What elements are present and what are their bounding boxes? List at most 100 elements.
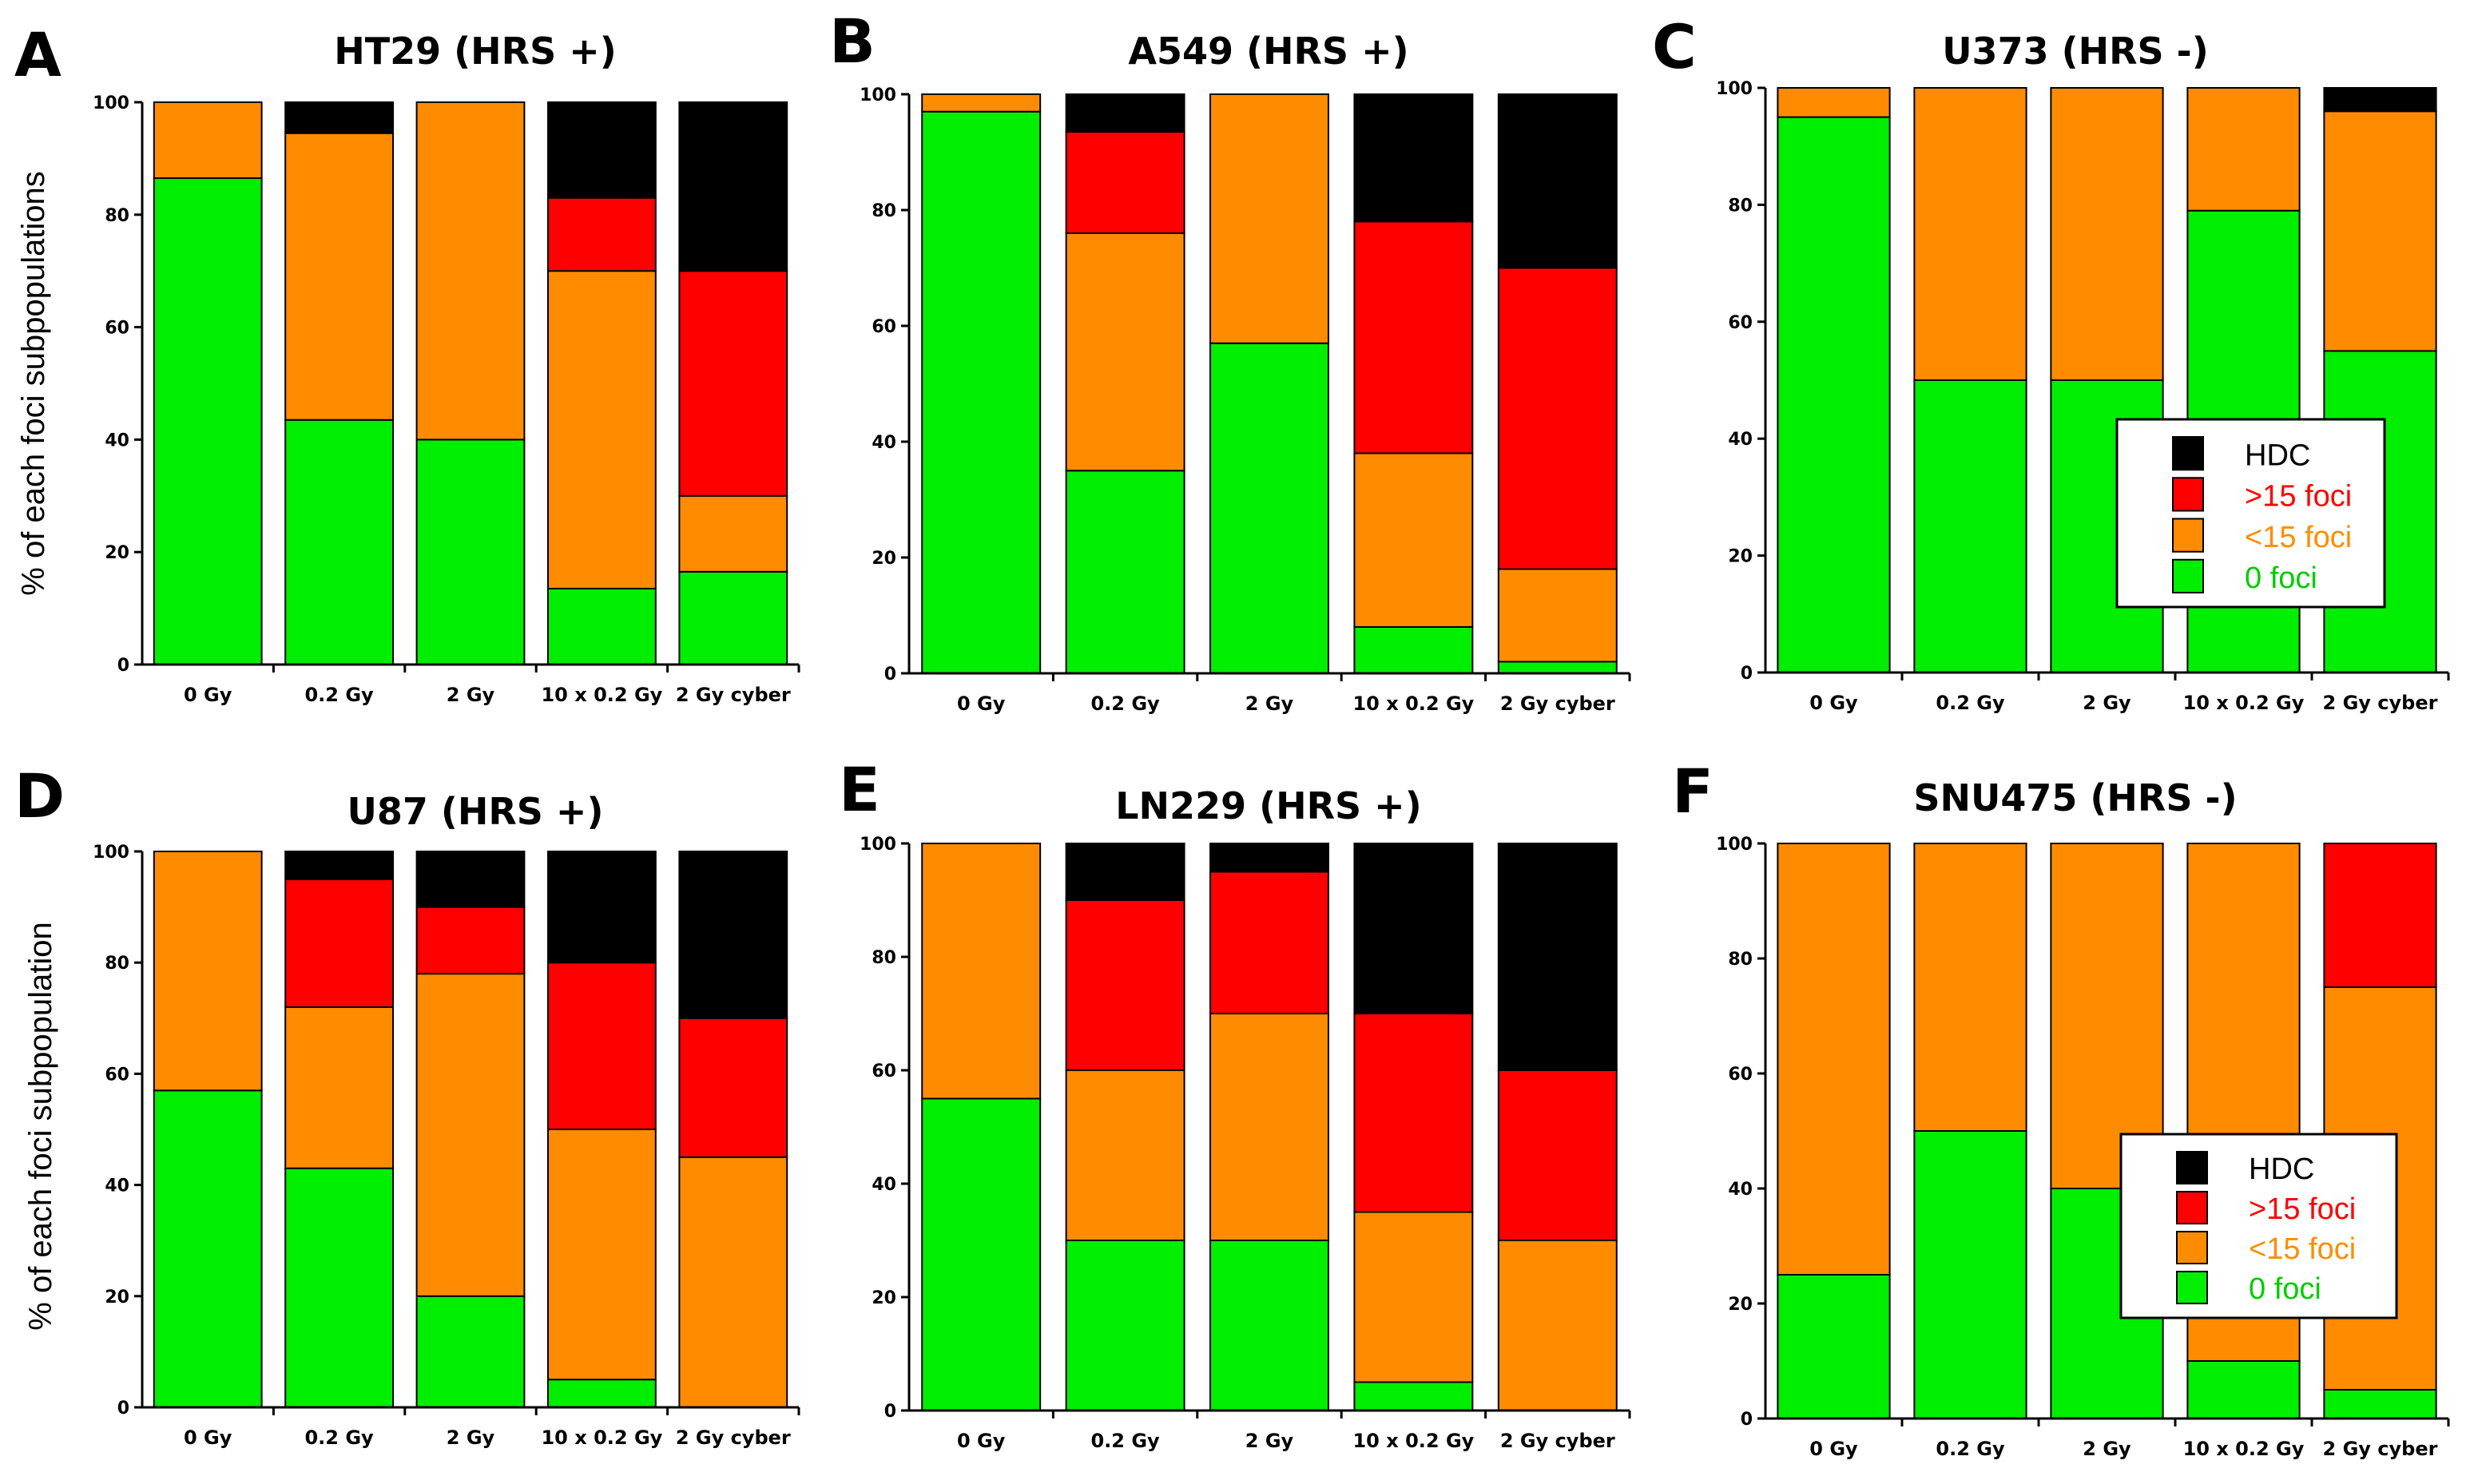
x-tick-label: 10 x 0.2 Gy	[1352, 692, 1474, 715]
y-tick-label: 40	[105, 1176, 129, 1196]
chart-title: A549 (HRS +)	[1128, 30, 1408, 73]
y-tick-label: 20	[872, 549, 896, 569]
x-tick-label: 2 Gy	[447, 1426, 495, 1449]
y-tick-label: 80	[872, 201, 896, 221]
bar-segment-zero-4	[1353, 626, 1474, 674]
legend-swatch-zero	[2176, 1271, 2208, 1304]
bar-segment-zero-4	[546, 587, 657, 666]
bar-segment-zero-1	[1777, 1274, 1891, 1419]
bar-segment-zero-1	[921, 1097, 1042, 1411]
bar-segment-zero-2	[1065, 1240, 1185, 1411]
legend: HDC >15 foci <15 foci 0 foci	[2119, 1133, 2398, 1319]
x-tick-label: 2 Gy	[1245, 1430, 1294, 1452]
x-tick-label: 2 Gy cyber	[2323, 1438, 2438, 1460]
y-tick-label: 20	[105, 543, 129, 563]
bar-segment-zero-5	[1497, 661, 1618, 674]
chart-panel-f: F SNU475 (HRS -) 0 Gy 0.2 Gy 2 Gy 10 x 0.2 Gy…	[1672, 756, 2450, 1460]
y-tick-label: 0	[117, 656, 129, 676]
bar-segment-gt15-4	[1353, 220, 1474, 454]
legend-label-lt15: <15 foci	[2249, 1232, 2356, 1266]
bar-segment-gt15-3	[1209, 871, 1329, 1014]
bar-segment-gt15-5	[1497, 267, 1618, 570]
bar-segment-gt15-4	[546, 196, 657, 272]
chart-panel-c: C U373 (HRS -) 0 Gy 0.2 Gy 2 Gy 10 x 0.2 Gy 2 …	[1652, 11, 2450, 714]
bar-segment-lt15-5	[678, 1156, 788, 1409]
y-tick-label: 100	[93, 843, 129, 863]
bar-segment-lt15-4	[2186, 87, 2301, 212]
bar-segment-lt15-3	[1209, 93, 1329, 344]
chart-panel-d: D U87 (HRS +) % of each foci subpopulation…	[14, 760, 800, 1449]
panel-letter: A	[14, 19, 62, 90]
y-tick-label: 0	[884, 1402, 896, 1422]
x-tick-label: 0.2 Gy	[1936, 1438, 2005, 1460]
bar-segment-lt15-3	[415, 973, 526, 1297]
bar-segment-lt15-4	[546, 270, 657, 589]
legend-swatch-HDC	[2172, 436, 2204, 471]
y-tick-label: 100	[93, 93, 129, 113]
y-tick-label: 40	[1728, 1180, 1753, 1200]
y-tick-label: 100	[1716, 79, 1753, 99]
x-tick-label: 2 Gy	[2083, 1438, 2131, 1460]
y-axis-label: % of each foci subpopulation	[23, 922, 58, 1330]
x-tick-label: 10 x 0.2 Gy	[541, 684, 662, 706]
bar-segment-zero-4	[546, 1379, 657, 1408]
bar-segment-lt15-3	[415, 101, 526, 441]
legend-box	[2115, 418, 2386, 609]
y-tick-label: 60	[1728, 1065, 1753, 1085]
chart-title: U373 (HRS -)	[1942, 30, 2209, 73]
bar-segment-HDC-5	[678, 101, 788, 272]
chart-title: U87 (HRS +)	[347, 790, 603, 833]
bar-segment-HDC-4	[546, 101, 657, 199]
y-tick-label: 100	[860, 85, 896, 105]
bar-segment-lt15-1	[153, 101, 263, 180]
bar-segment-lt15-5	[1497, 1240, 1618, 1411]
x-tick-label: 0 Gy	[957, 1430, 1006, 1452]
bar-segment-lt15-1	[1777, 87, 1891, 118]
x-tick-label: 2 Gy	[2083, 692, 2131, 714]
y-tick-label: 80	[105, 206, 129, 226]
y-tick-label: 100	[1716, 835, 1753, 855]
panel-letter: D	[14, 760, 65, 831]
y-tick-label: 60	[872, 317, 896, 337]
bar-segment-gt15-4	[546, 962, 657, 1130]
legend-swatch-lt15	[2176, 1231, 2208, 1264]
y-tick-label: 40	[1728, 430, 1753, 450]
bar-segment-gt15-5	[1497, 1069, 1618, 1241]
y-tick-label: 60	[872, 1061, 896, 1081]
bar-segment-zero-1	[153, 1089, 263, 1409]
x-tick-label: 2 Gy	[447, 684, 495, 706]
bar-segment-lt15-1	[1777, 843, 1891, 1276]
bar-segment-lt15-5	[1497, 568, 1618, 663]
legend-label-HDC: HDC	[2249, 1153, 2314, 1186]
bar-segment-lt15-1	[153, 851, 263, 1092]
bar-segment-zero-3	[1209, 342, 1329, 674]
bar-segment-lt15-5	[2323, 110, 2437, 352]
bar-segment-zero-2	[1913, 379, 2027, 673]
bar-segment-lt15-2	[1065, 1069, 1185, 1241]
bar-segment-zero-2	[284, 1167, 395, 1408]
y-tick-label: 80	[872, 948, 896, 968]
x-tick-label: 0 Gy	[184, 684, 232, 706]
legend-label-zero: 0 foci	[2249, 1272, 2321, 1306]
chart-title: LN229 (HRS +)	[1115, 784, 1422, 827]
bar-segment-zero-1	[153, 177, 263, 666]
y-tick-label: 80	[105, 954, 129, 974]
bar-segment-HDC-2	[284, 851, 395, 880]
y-tick-label: 60	[1728, 313, 1753, 333]
legend-swatch-HDC	[2176, 1151, 2208, 1184]
x-tick-label: 10 x 0.2 Gy	[1352, 1430, 1474, 1452]
y-tick-label: 80	[1728, 950, 1753, 970]
bar-segment-zero-4	[1353, 1381, 1474, 1411]
bar-segment-HDC-5	[678, 851, 788, 1019]
legend-swatch-zero	[2172, 558, 2204, 593]
legend-swatch-lt15	[2172, 518, 2204, 553]
y-tick-label: 40	[872, 1175, 896, 1195]
x-tick-label: 0.2 Gy	[304, 684, 374, 706]
x-tick-label: 2 Gy cyber	[1500, 692, 1615, 715]
bar-segment-zero-2	[1913, 1130, 2027, 1419]
chart-panel-b: B A549 (HRS +) 0 Gy 0.2 Gy 2 Gy 10 x 0.2 Gy 2 …	[829, 6, 1631, 715]
x-tick-label: 2 Gy	[1245, 692, 1294, 715]
bar-segment-zero-5	[2323, 1389, 2437, 1419]
y-tick-label: 60	[105, 1065, 129, 1085]
